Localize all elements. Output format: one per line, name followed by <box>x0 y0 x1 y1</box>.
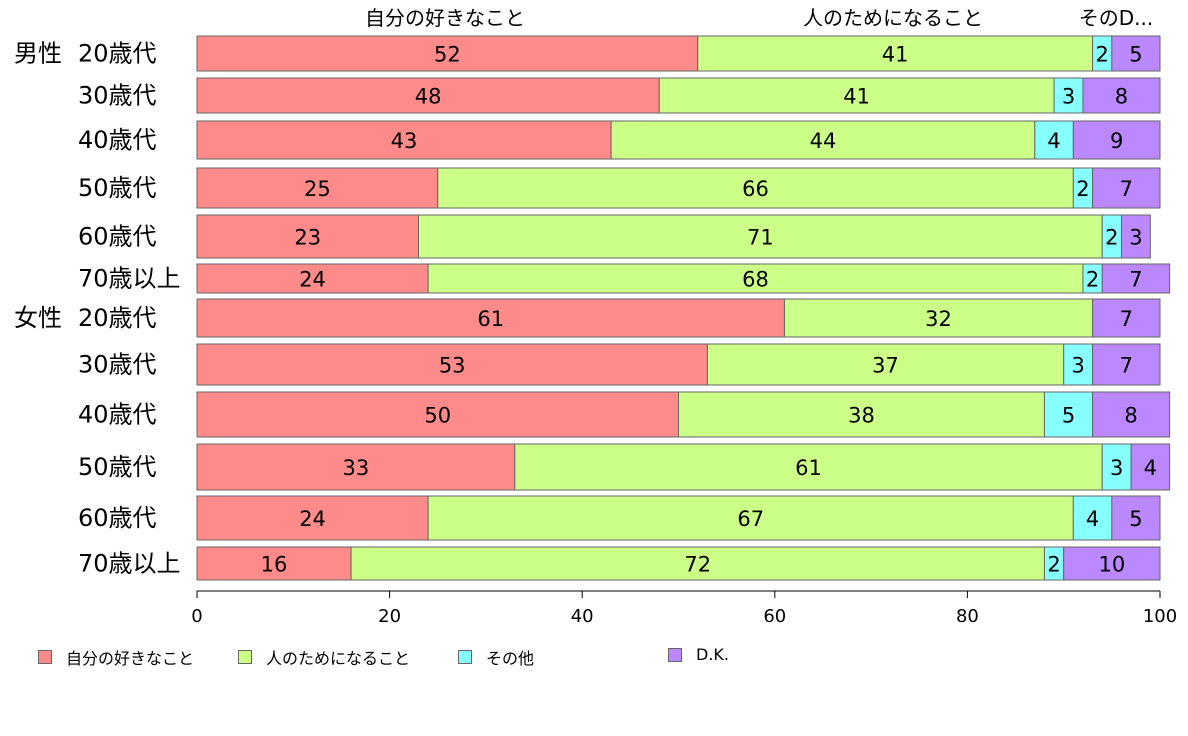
bar-value-label: 25 <box>304 177 331 201</box>
bar-value-label: 2 <box>1096 43 1109 67</box>
legend-item: 人のためになること <box>238 645 410 669</box>
category-label: 70歳以上 <box>78 265 181 293</box>
category-label: 40歳代 <box>78 401 157 429</box>
bar-value-label: 8 <box>1115 85 1128 109</box>
bar-value-label: 4 <box>1144 456 1157 480</box>
bar-value-label: 3 <box>1110 456 1123 480</box>
bar-value-label: 3 <box>1062 85 1075 109</box>
bar-value-label: 7 <box>1120 354 1133 378</box>
category-label: 20歳代 <box>78 40 157 68</box>
bar-value-label: 5 <box>1129 507 1142 531</box>
legend-swatch <box>458 650 472 664</box>
bar-value-label: 33 <box>343 456 370 480</box>
legend-swatch <box>238 650 252 664</box>
bar-value-label: 23 <box>294 226 321 250</box>
legend-swatch <box>38 650 52 664</box>
bar-value-label: 52 <box>434 43 461 67</box>
bar-value-label: 7 <box>1129 268 1142 292</box>
top-series-label: そのD... <box>1079 6 1153 30</box>
bar-value-label: 41 <box>882 43 909 67</box>
bar-value-label: 61 <box>795 456 822 480</box>
bar-value-label: 53 <box>439 354 466 378</box>
legend-item: 自分の好きなこと <box>38 645 194 669</box>
x-tick-label: 0 <box>191 606 202 627</box>
bar-value-label: 48 <box>415 85 442 109</box>
legend-label: 人のためになること <box>266 645 410 669</box>
bar-value-label: 5 <box>1129 43 1142 67</box>
bar-value-label: 41 <box>843 85 870 109</box>
category-label: 30歳代 <box>78 82 157 110</box>
category-label: 20歳代 <box>78 304 157 332</box>
bar-value-label: 8 <box>1124 404 1137 428</box>
bar-value-label: 2 <box>1076 177 1089 201</box>
bar-value-label: 50 <box>424 404 451 428</box>
bar-value-label: 9 <box>1110 129 1123 153</box>
category-label: 50歳代 <box>78 453 157 481</box>
bar-value-label: 4 <box>1047 129 1060 153</box>
bar-value-label: 7 <box>1120 307 1133 331</box>
bar-value-label: 5 <box>1062 404 1075 428</box>
bar-value-label: 38 <box>848 404 875 428</box>
bar-value-label: 24 <box>299 268 326 292</box>
bar-value-label: 43 <box>391 129 418 153</box>
legend-swatch <box>668 648 682 662</box>
bar-value-label: 10 <box>1098 553 1125 577</box>
legend-item: その他 <box>458 645 534 669</box>
category-label: 60歳代 <box>78 504 157 532</box>
bar-value-label: 67 <box>737 507 764 531</box>
x-tick-label: 80 <box>956 606 979 627</box>
bar-value-label: 2 <box>1047 553 1060 577</box>
legend: 自分の好きなこと 人のためになること その他 D.K. <box>38 645 1138 667</box>
category-label: 60歳代 <box>78 223 157 251</box>
bar-value-label: 3 <box>1129 226 1142 250</box>
legend-item: D.K. <box>668 645 729 664</box>
x-tick-label: 20 <box>378 606 401 627</box>
bar-value-label: 44 <box>810 129 837 153</box>
bar-value-label: 66 <box>742 177 769 201</box>
bar-value-label: 61 <box>477 307 504 331</box>
bar-value-label: 72 <box>684 553 711 577</box>
legend-label: その他 <box>486 645 534 669</box>
category-label: 70歳以上 <box>78 550 181 578</box>
top-series-label: 人のためになること <box>803 6 983 30</box>
bar-value-label: 16 <box>261 553 288 577</box>
x-tick-label: 60 <box>763 606 786 627</box>
bar-value-label: 2 <box>1086 268 1099 292</box>
legend-label: 自分の好きなこと <box>66 645 194 669</box>
bar-value-label: 3 <box>1071 354 1084 378</box>
bar-value-label: 32 <box>925 307 952 331</box>
category-label: 30歳代 <box>78 351 157 379</box>
bar-value-label: 24 <box>299 507 326 531</box>
legend-label: D.K. <box>696 645 729 664</box>
bar-value-label: 4 <box>1086 507 1099 531</box>
top-series-label: 自分の好きなこと <box>365 6 525 30</box>
x-tick-label: 40 <box>571 606 594 627</box>
bar-value-label: 71 <box>747 226 774 250</box>
category-label: 40歳代 <box>78 126 157 154</box>
bar-value-label: 7 <box>1120 177 1133 201</box>
bar-value-label: 68 <box>742 268 769 292</box>
stacked-bar-chart: 自分の好きなこと 人のためになること そのD...52 41 2 5男性 20歳代48 41 3… <box>0 0 1188 736</box>
category-label: 50歳代 <box>78 174 157 202</box>
bar-value-label: 37 <box>872 354 899 378</box>
gender-label: 女性 <box>14 304 62 332</box>
gender-label: 男性 <box>14 40 62 68</box>
bar-value-label: 2 <box>1105 226 1118 250</box>
x-tick-label: 100 <box>1143 606 1177 627</box>
